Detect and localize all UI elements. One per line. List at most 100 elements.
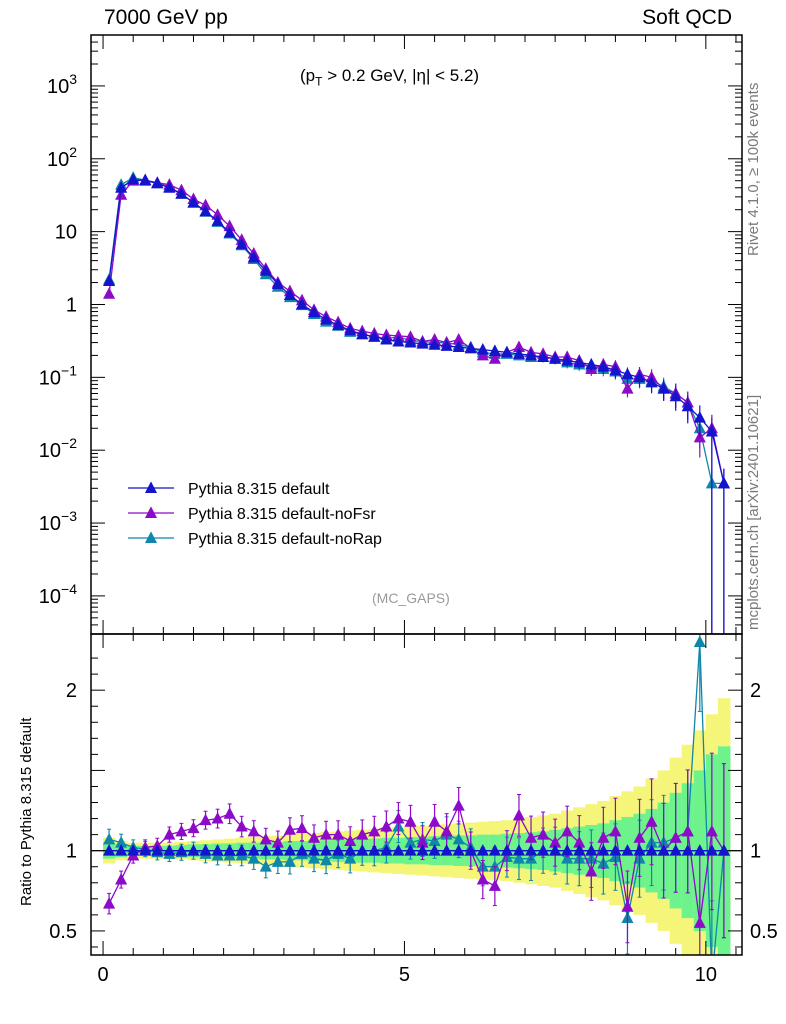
ratio-marker-default — [332, 844, 345, 856]
main-marker-default — [573, 355, 586, 368]
ratio-marker-noFsr — [681, 824, 694, 837]
ratio-y-tick-label-right: 1 — [750, 841, 761, 863]
main-y-tick-label: 10−1 — [39, 362, 77, 389]
ratio-marker-default — [428, 844, 441, 856]
ratio-line-noRap — [108, 641, 725, 955]
main-marker-default — [717, 476, 730, 489]
ratio-marker-noFsr — [585, 864, 598, 877]
main-series-noFsr — [103, 173, 730, 634]
main-marker-default — [211, 214, 224, 226]
main-marker-default — [187, 196, 200, 208]
ratio-marker-default — [681, 844, 694, 856]
ratio-marker-default — [283, 844, 296, 856]
main-y-tick-label-base: 10 — [39, 586, 61, 608]
ratio-marker-noRap — [320, 853, 333, 866]
main-series-default — [103, 172, 730, 634]
main-marker-default — [512, 347, 526, 359]
ratio-marker-default — [344, 844, 357, 856]
ratio-marker-default — [187, 844, 200, 856]
main-marker-default — [307, 305, 321, 318]
main-y-tick-label-base: 10 — [47, 149, 69, 171]
ratio-line-noFsr — [108, 803, 725, 923]
ratio-marker-noFsr — [621, 900, 634, 912]
main-y-tick-label-base: 10 — [39, 513, 61, 535]
ratio-marker-default — [561, 844, 574, 856]
main-marker-default — [295, 297, 309, 310]
main-marker-default — [693, 411, 706, 423]
ratio-marker-noFsr — [271, 836, 284, 848]
main-marker-noFsr — [223, 219, 236, 232]
ratio-marker-default — [597, 844, 610, 856]
ratio-y-axis-label: Ratio to Pythia 8.315 default — [18, 717, 35, 906]
ratio-marker-noRap — [344, 852, 357, 864]
ratio-marker-default — [368, 844, 381, 856]
ratio-marker-default — [669, 844, 682, 856]
ratio-marker-default — [452, 844, 465, 856]
ratio-marker-noFsr — [115, 872, 128, 885]
main-marker-default — [549, 352, 562, 364]
condition-sub-t: T — [315, 74, 323, 89]
main-y-tick-label: 1 — [66, 294, 77, 316]
ratio-marker-noFsr — [693, 916, 706, 928]
ratio-marker-noRap — [307, 852, 321, 864]
main-y-tick-label-exponent: 3 — [69, 71, 77, 87]
ratio-marker-default — [235, 844, 248, 856]
ratio-marker-noFsr — [669, 831, 682, 843]
main-y-tick-label: 10−2 — [39, 435, 77, 462]
main-line-noRap — [108, 177, 724, 485]
ratio-marker-noFsr — [549, 836, 562, 848]
selection-condition: (pT > 0.2 GeV, |η| < 5.2) — [300, 66, 479, 88]
ratio-marker-noRap — [693, 635, 706, 647]
ratio-marker-noFsr — [344, 834, 357, 846]
main-marker-default — [705, 424, 718, 437]
main-marker-default — [356, 327, 369, 340]
main-marker-noFsr — [621, 382, 634, 394]
main-marker-default — [151, 176, 164, 189]
rivet-version-label: Rivet 4.1.0, ≥ 100k events — [745, 82, 762, 256]
main-marker-default — [344, 323, 357, 336]
ratio-marker-noRap — [247, 852, 260, 864]
ratio-marker-noFsr — [488, 879, 501, 891]
mcplots-reference-label: mcplots.cern.ch [arXiv:2401.10621] — [745, 394, 762, 630]
ratio-marker-default — [693, 844, 706, 856]
ratio-marker-noFsr — [103, 897, 116, 909]
ratio-marker-noFsr — [368, 824, 381, 837]
ratio-marker-noFsr — [416, 836, 429, 848]
main-series-noRap — [103, 171, 730, 634]
main-marker-default — [103, 274, 116, 286]
ratio-marker-noFsr — [211, 811, 224, 824]
ratio-marker-noFsr — [573, 836, 586, 848]
ratio-y-tick-label: 0.5 — [49, 921, 77, 943]
main-y-tick-label-base: 1 — [66, 294, 77, 316]
ratio-marker-noFsr — [187, 821, 200, 834]
main-marker-default — [380, 332, 393, 345]
ratio-marker-noFsr — [247, 824, 260, 837]
ratio-bands — [103, 698, 731, 955]
main-marker-default — [259, 264, 272, 276]
ratio-marker-default — [295, 844, 309, 856]
ratio-marker-default — [705, 844, 718, 856]
main-marker-noFsr — [103, 287, 116, 299]
ratio-marker-default — [175, 844, 188, 856]
main-marker-default — [657, 382, 670, 394]
main-marker-default — [669, 389, 682, 402]
main-y-tick-label: 10−4 — [39, 581, 77, 608]
main-marker-default — [633, 370, 646, 383]
ratio-marker-noFsr — [512, 808, 526, 821]
ratio-marker-noRap — [103, 832, 116, 845]
ratio-y-tick-label-right: 0.5 — [750, 921, 778, 943]
legend-marker-default — [144, 481, 158, 493]
ratio-marker-noFsr — [597, 831, 610, 843]
ratio-marker-noFsr — [476, 872, 489, 885]
condition-rest: > 0.2 GeV, |η| < 5.2) — [322, 66, 480, 85]
main-marker-default — [223, 225, 236, 238]
ratio-marker-default — [645, 844, 658, 856]
ratio-marker-default — [717, 844, 730, 856]
main-marker-default — [609, 363, 622, 376]
main-marker-default — [199, 204, 212, 217]
main-marker-noFsr — [211, 208, 224, 220]
main-marker-default — [163, 181, 176, 193]
ratio-marker-default — [657, 844, 670, 856]
main-marker-default — [681, 399, 694, 412]
